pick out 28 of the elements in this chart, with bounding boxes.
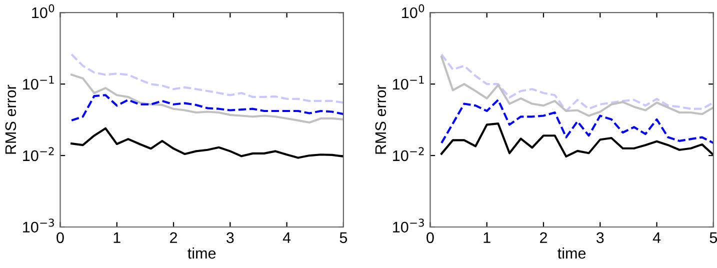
line-series bbox=[440, 98, 714, 144]
y-tick-label: 10$^{−3}$ bbox=[23, 218, 54, 233]
x-tick-label: 1 bbox=[484, 232, 490, 243]
x-tick-label: 3 bbox=[596, 232, 604, 244]
y-tick-label: 10$^{0}$ bbox=[32, 4, 54, 18]
y-tick-label: 10$^{−3}$ bbox=[393, 218, 424, 233]
x-tick-label: 0 bbox=[56, 232, 64, 244]
x-tick-label: 5 bbox=[710, 232, 717, 244]
y-axis-title: RMS error bbox=[375, 84, 386, 154]
x-tick-label: 5 bbox=[340, 232, 348, 244]
line-series bbox=[70, 74, 344, 124]
x-tick-label: 0 bbox=[426, 232, 434, 244]
line-series bbox=[70, 94, 344, 122]
y-tick-label: 10$^{−1}$ bbox=[23, 76, 54, 90]
y-tick-label: 10$^{−1}$ bbox=[393, 76, 424, 90]
x-tick-label: 1 bbox=[114, 232, 120, 243]
x-tick-label: 2 bbox=[540, 232, 547, 243]
y-tick-label: 10$^{−2}$ bbox=[393, 147, 424, 162]
x-tick-label: 4 bbox=[282, 232, 291, 243]
x-axis-title: time bbox=[188, 247, 216, 259]
line-series bbox=[70, 53, 344, 104]
x-tick-label: 4 bbox=[652, 232, 661, 243]
x-tick-label: 3 bbox=[226, 232, 234, 244]
y-axis-title: RMS error bbox=[5, 84, 16, 154]
x-tick-label: 2 bbox=[170, 232, 177, 243]
y-tick-label: 10$^{−2}$ bbox=[23, 147, 54, 162]
x-axis-title: time bbox=[558, 247, 586, 259]
y-tick-label: 10$^{0}$ bbox=[402, 4, 424, 18]
